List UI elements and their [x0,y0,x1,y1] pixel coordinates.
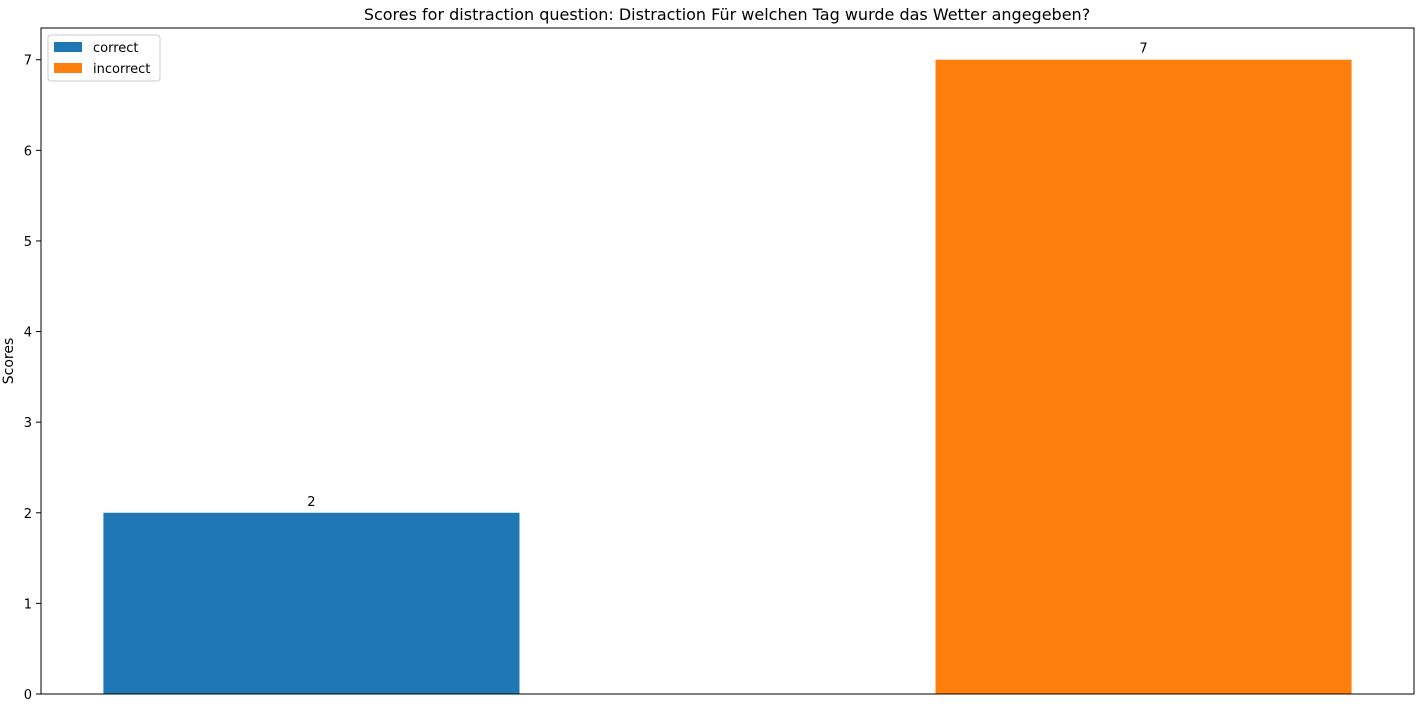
y-tick-label: 0 [24,688,32,703]
y-tick-label: 1 [24,597,32,612]
legend: correct incorrect [47,34,161,82]
plot-area-frame [40,27,1415,695]
legend-label-correct: correct [93,41,139,56]
bar-labels-layer: 27 [307,42,1147,510]
y-tick-label: 5 [24,235,32,250]
bar-correct [103,512,520,694]
bar-value-label-correct: 2 [307,495,315,510]
legend-swatch-correct [54,42,82,52]
y-tick-label: 7 [24,54,32,69]
y-tick-label: 2 [24,507,32,522]
bar-value-label-incorrect: 7 [1139,42,1147,57]
y-tick-label: 6 [24,144,32,159]
y-tick-label: 4 [24,326,32,341]
legend-swatch-incorrect [54,63,82,73]
bar-incorrect [935,59,1352,694]
y-axis-label: Scores [1,338,17,385]
legend-label-incorrect: incorrect [93,62,150,77]
y-tick-label: 3 [24,416,32,431]
bars-layer [103,59,1352,694]
chart-title: Scores for distraction question: Distrac… [364,5,1090,24]
y-axis-ticks: 0 1 2 3 4 5 6 7 [24,54,41,703]
